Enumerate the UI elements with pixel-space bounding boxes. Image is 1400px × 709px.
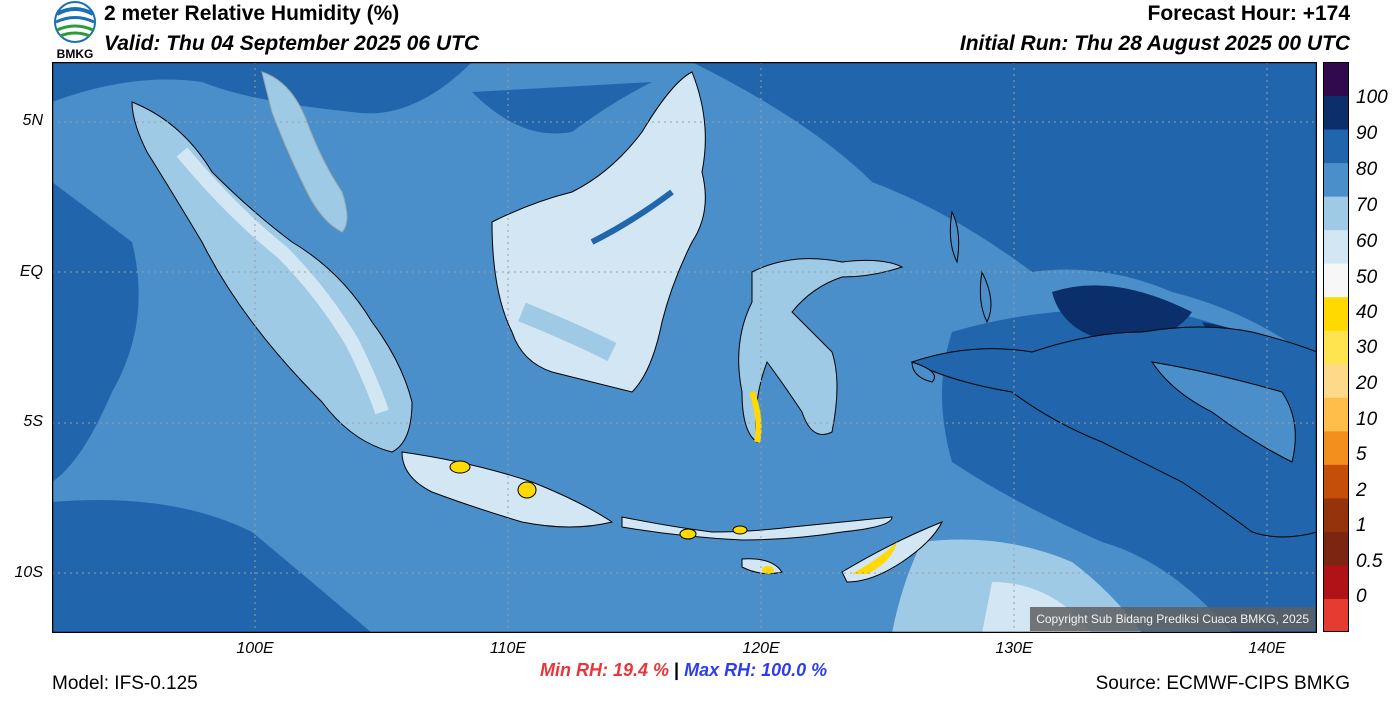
colorbar-label-30: 30 [1356, 337, 1378, 358]
colorbar-label-5: 5 [1356, 444, 1367, 465]
lat-label-5s: 5S [23, 413, 43, 430]
humidity-map: Copyright Sub Bidang Prediksi Cuaca BMKG… [52, 62, 1317, 633]
colorbar-segment [1323, 497, 1349, 532]
colorbar [1323, 62, 1349, 633]
valid-time: Valid: Thu 04 September 2025 06 UTC [104, 32, 480, 55]
borneo [491, 71, 706, 393]
colorbar-segment [1323, 564, 1349, 599]
forecast-hour: Forecast Hour: +174 [1147, 2, 1351, 25]
colorbar-segment [1323, 464, 1349, 499]
colorbar-label-50: 50 [1356, 267, 1378, 288]
colorbar-frame [1323, 62, 1349, 632]
min-rh: Min RH: 19.4 % [540, 660, 670, 680]
colorbar-segment [1323, 296, 1349, 331]
lon-label-110e: 110E [489, 640, 527, 657]
lon-label-140e: 140E [1248, 640, 1286, 657]
colorbar-segment [1323, 430, 1349, 465]
colorbar-segment [1323, 363, 1349, 398]
lat-label-eq: EQ [19, 263, 43, 280]
min-max-rh: Min RH: 19.4 % | Max RH: 100.0 % [540, 660, 827, 681]
colorbar-label-100: 100 [1356, 87, 1388, 108]
malay-peninsula [261, 71, 348, 233]
map-frame [52, 62, 1317, 633]
graticule [52, 62, 1317, 633]
ocean-moist-areas [52, 62, 1317, 633]
map-title: 2 meter Relative Humidity (%) [104, 2, 400, 25]
colorbar-label-70: 70 [1356, 195, 1378, 216]
lat-label-5n: 5N [22, 112, 43, 129]
colorbar-label-60: 60 [1356, 231, 1378, 252]
colorbar-label-90: 90 [1356, 123, 1378, 144]
lesser-sunda [621, 516, 893, 541]
maluku-islands [911, 210, 992, 383]
rh-separator: | [674, 660, 680, 680]
lat-label-10s: 10S [14, 564, 43, 581]
colorbar-segment [1323, 598, 1349, 633]
sumatra [131, 101, 413, 453]
colorbar-label-0-5: 0.5 [1356, 551, 1383, 572]
colorbar-label-2: 2 [1356, 480, 1367, 501]
colorbar-segment [1323, 62, 1349, 97]
colorbar-segment [1323, 263, 1349, 298]
colorbar-segment [1323, 531, 1349, 566]
source-label: Source: ECMWF-CIPS BMKG [1095, 673, 1350, 694]
logo-lettering: BMKG [57, 47, 94, 61]
colorbar-label-40: 40 [1356, 302, 1378, 323]
colorbar-label-80: 80 [1356, 159, 1378, 180]
colorbar-segment [1323, 95, 1349, 130]
java [401, 451, 614, 528]
initial-run: Initial Run: Thu 28 August 2025 00 UTC [959, 32, 1350, 55]
sulawesi [738, 258, 904, 444]
lon-label-120e: 120E [742, 640, 780, 657]
bmkg-logo: BMKG [50, 0, 100, 62]
lon-label-100e: 100E [236, 640, 274, 657]
colorbar-segment [1323, 330, 1349, 365]
colorbar-segment [1323, 397, 1349, 432]
copyright-notice: Copyright Sub Bidang Prediksi Cuaca BMKG… [1030, 607, 1315, 631]
colorbar-label-0: 0 [1356, 586, 1367, 607]
colorbar-segment [1323, 196, 1349, 231]
max-rh: Max RH: 100.0 % [684, 660, 828, 680]
papua [910, 326, 1317, 538]
colorbar-segment [1323, 229, 1349, 264]
colorbar-segment [1323, 129, 1349, 164]
lon-label-130e: 130E [995, 640, 1033, 657]
colorbar-segment [1323, 162, 1349, 197]
colorbar-label-20: 20 [1356, 373, 1378, 394]
colorbar-label-10: 10 [1356, 409, 1378, 430]
colorbar-label-1: 1 [1356, 515, 1367, 536]
model-label: Model: IFS-0.125 [52, 673, 198, 694]
